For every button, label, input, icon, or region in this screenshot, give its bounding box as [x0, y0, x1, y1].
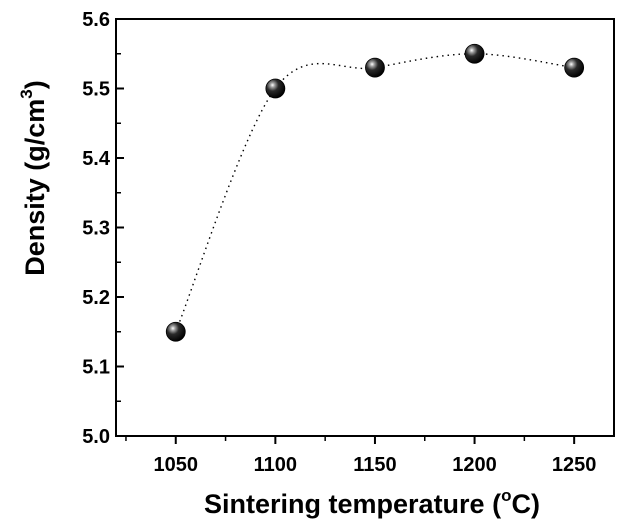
data-point	[365, 57, 385, 78]
y-tick-label: 5.0	[82, 426, 110, 448]
y-tick-label: 5.6	[82, 9, 110, 31]
data-point	[265, 78, 286, 99]
data-point	[464, 43, 485, 64]
x-tick-label: 1250	[552, 454, 597, 476]
data-point	[165, 321, 186, 342]
y-tick-label: 5.1	[82, 357, 110, 379]
x-axis-title-tail: C)	[511, 489, 540, 519]
x-axis-title: Sintering temperature (oC)	[204, 486, 540, 519]
plot-frame	[115, 18, 615, 437]
y-tick-label: 5.3	[82, 218, 110, 240]
y-tick-label: 5.5	[82, 79, 110, 101]
y-axis-title-superscript: 3	[17, 89, 36, 98]
y-axis-ticks: 5.0 5.1 5.2 5.3 5.4 5.5 5.6	[82, 9, 124, 448]
y-axis-title-text: Density (g/cm	[20, 99, 50, 276]
x-axis-ticks: 1050 1100 1150 1200 1250	[125, 436, 597, 476]
x-tick-label: 1150	[353, 454, 396, 476]
x-tick-label: 1200	[452, 454, 497, 476]
y-tick-label: 5.2	[82, 287, 110, 309]
data-point	[564, 57, 585, 78]
y-axis-title-tail: )	[20, 80, 50, 89]
trend-line	[175, 53, 575, 333]
x-axis-title-text: Sintering temperature (	[204, 489, 501, 519]
x-axis-title-superscript: o	[501, 486, 511, 505]
x-tick-label: 1100	[254, 454, 297, 476]
y-tick-label: 5.4	[82, 148, 111, 170]
x-tick-label: 1050	[154, 454, 199, 476]
data-points	[165, 43, 585, 342]
y-axis-title: Density (g/cm3)	[17, 80, 50, 276]
